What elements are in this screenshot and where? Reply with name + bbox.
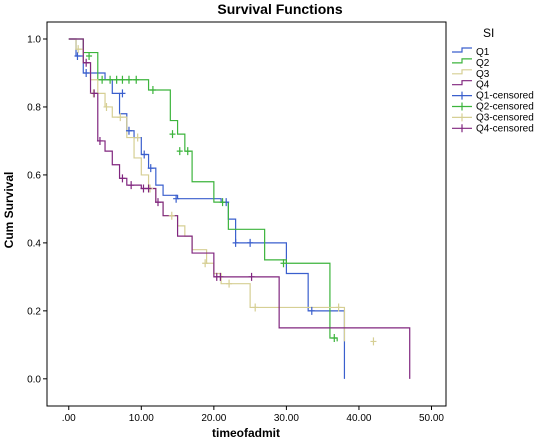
y-tick-label: 0.4	[27, 238, 41, 249]
legend-title: SI	[483, 26, 494, 40]
legend-label: Q1-censored	[476, 91, 534, 102]
chart-title: Survival Functions	[217, 1, 342, 17]
y-tick-label: 0.6	[27, 170, 41, 181]
censor-mark-q3	[168, 211, 175, 220]
x-tick-label: 40.00	[346, 413, 371, 424]
censor-mark-q2	[119, 75, 126, 84]
legend-label: Q2-censored	[476, 102, 534, 113]
legend: SI Q1Q2Q3Q4Q1-censoredQ2-censoredQ3-cens…	[452, 26, 534, 134]
censor-mark-q1	[125, 126, 132, 135]
x-tick-label: .00	[62, 413, 76, 424]
survival-line-q2	[68, 38, 338, 342]
legend-line-q2	[452, 58, 472, 64]
censor-mark-q2	[280, 259, 287, 268]
censor-mark-q2	[184, 147, 191, 156]
legend-line-q1	[452, 47, 472, 53]
censor-mark-q4	[83, 58, 90, 67]
censor-marks-layer	[74, 45, 377, 346]
y-axis-label: Cum Survival	[2, 172, 16, 249]
censor-mark-q1	[141, 150, 148, 159]
censor-mark-q4	[145, 184, 152, 193]
censor-mark-q4	[119, 174, 126, 183]
survival-line-q3	[68, 38, 346, 342]
censor-mark-q1	[173, 194, 180, 203]
censor-mark-q1	[119, 89, 126, 98]
axes: .00 10.00 20.00 30.00 40.00 50.00 0.0 0.2 0.4 0.6…	[27, 34, 444, 424]
legend-line-q3	[452, 69, 472, 75]
x-tick-label: 20.00	[201, 413, 226, 424]
censor-mark-q1	[74, 51, 81, 60]
censor-mark-q2	[169, 130, 176, 139]
censor-mark-q3	[252, 303, 259, 312]
censor-mark-q3	[226, 279, 233, 288]
censor-mark-q2	[86, 51, 93, 60]
censor-mark-q3	[134, 133, 141, 142]
censor-mark-q4	[91, 89, 98, 98]
censor-mark-q4	[217, 272, 224, 281]
censor-mark-q2	[99, 75, 106, 84]
survival-line-q4	[68, 38, 411, 379]
y-tick-label: 1.0	[27, 34, 41, 45]
legend-label: Q4-censored	[476, 123, 534, 134]
x-tick-label: 50.00	[419, 413, 444, 424]
x-tick-label: 10.00	[129, 413, 154, 424]
legend-label: Q3	[476, 69, 490, 80]
plot-area-frame	[46, 21, 447, 407]
censor-mark-q2	[331, 334, 338, 343]
censor-mark-q1	[232, 238, 239, 247]
censor-mark-q2	[149, 85, 156, 94]
censor-mark-q2	[219, 198, 226, 207]
legend-line-q4	[452, 80, 472, 86]
censor-mark-q2	[125, 75, 132, 84]
legend-label: Q3-censored	[476, 112, 534, 123]
censor-mark-q3	[117, 113, 124, 122]
censor-mark-q4	[128, 181, 135, 190]
censor-mark-q4	[140, 184, 147, 193]
censor-mark-q3	[370, 337, 377, 346]
legend-label: Q1	[476, 47, 490, 58]
censor-mark-q2	[107, 75, 114, 84]
censor-mark-q1	[308, 306, 315, 315]
censor-mark-q3	[335, 303, 342, 312]
censor-mark-q4	[154, 198, 161, 207]
censor-mark-q1	[247, 238, 254, 247]
y-tick-label: 0.0	[27, 374, 41, 385]
legend-label: Q4	[476, 80, 490, 91]
censor-mark-q4	[248, 272, 255, 281]
legend-censor-q4	[452, 124, 472, 133]
censor-mark-q3	[103, 102, 110, 111]
censor-mark-q2	[113, 75, 120, 84]
censor-mark-q2	[176, 147, 183, 156]
censor-mark-q1	[147, 164, 154, 173]
censor-mark-q4	[96, 136, 103, 145]
legend-censor-q2	[452, 102, 472, 111]
censor-mark-q3	[75, 45, 82, 54]
censor-mark-q2	[133, 75, 140, 84]
legend-censor-q1	[452, 91, 472, 100]
y-tick-label: 0.2	[27, 306, 41, 317]
legend-label: Q2	[476, 58, 490, 69]
series-layer	[68, 38, 411, 379]
censor-mark-q1	[83, 68, 90, 77]
x-axis-label: timeofadmit	[212, 426, 280, 440]
y-tick-label: 0.8	[27, 102, 41, 113]
legend-censor-q3	[452, 113, 472, 122]
censor-mark-q3	[202, 259, 209, 268]
x-tick-label: 30.00	[274, 413, 299, 424]
